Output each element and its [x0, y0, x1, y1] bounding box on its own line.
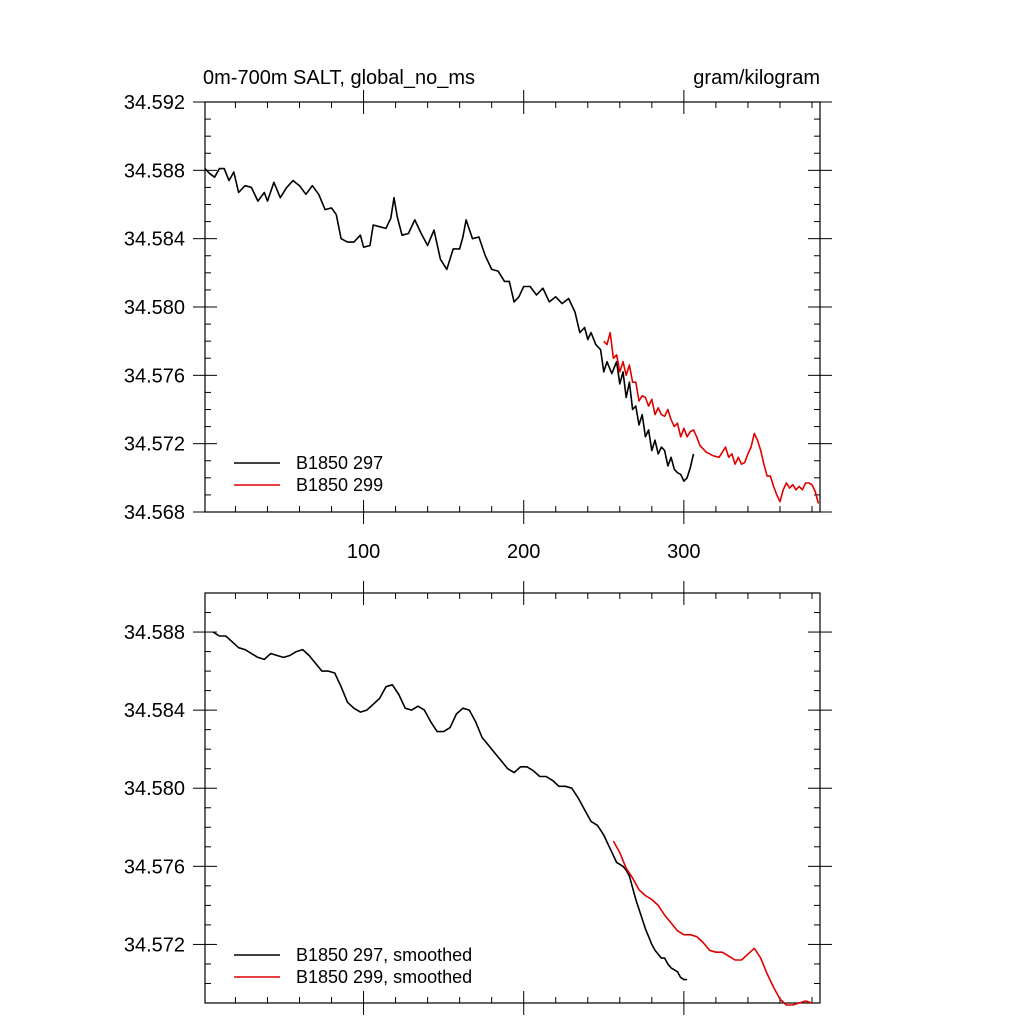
bottom-y-tick-label: 34.576 [124, 856, 185, 878]
bottom-series-line-1 [212, 631, 688, 981]
bottom-legend-label-2: B1850 299, smoothed [296, 967, 472, 987]
top-x-tick-label: 300 [667, 541, 700, 563]
top-x-tick-label: 200 [507, 541, 540, 563]
bottom-legend-label-1: B1850 297, smoothed [296, 945, 472, 965]
bottom-panel: 34.572 34.576 34.580 34.584 34.588 B1850 297,… [124, 581, 832, 1015]
chart-title: 0m-700m SALT, global_no_ms [203, 67, 475, 89]
top-y-tick-label: 34.568 [124, 502, 185, 524]
top-y-tick-label: 34.588 [124, 160, 185, 182]
bottom-series-line-2 [612, 840, 813, 1006]
bottom-y-tick-label: 34.580 [124, 778, 185, 800]
top-y-tick-label: 34.584 [124, 229, 185, 251]
top-series-line-2 [603, 331, 820, 504]
bottom-plot-frame [204, 592, 821, 1004]
bottom-y-tick-label: 34.572 [124, 934, 185, 956]
top-x-tick-label: 100 [347, 541, 380, 563]
top-y-tick-label: 34.580 [124, 297, 185, 319]
top-panel: 100 200 300 34.568 34.572 34.576 34.580 34.584 3… [124, 90, 832, 563]
top-legend-label-1: B1850 297 [296, 453, 383, 473]
bottom-y-tick-label: 34.588 [124, 622, 185, 644]
top-legend-label-2: B1850 299 [296, 475, 383, 495]
top-series-line-1 [204, 167, 695, 482]
top-y-tick-label: 34.576 [124, 365, 185, 387]
units-label: gram/kilogram [693, 67, 820, 89]
bottom-y-tick-label: 34.584 [124, 700, 185, 722]
top-y-tick-label: 34.592 [124, 92, 185, 114]
top-y-tick-label: 34.572 [124, 434, 185, 456]
